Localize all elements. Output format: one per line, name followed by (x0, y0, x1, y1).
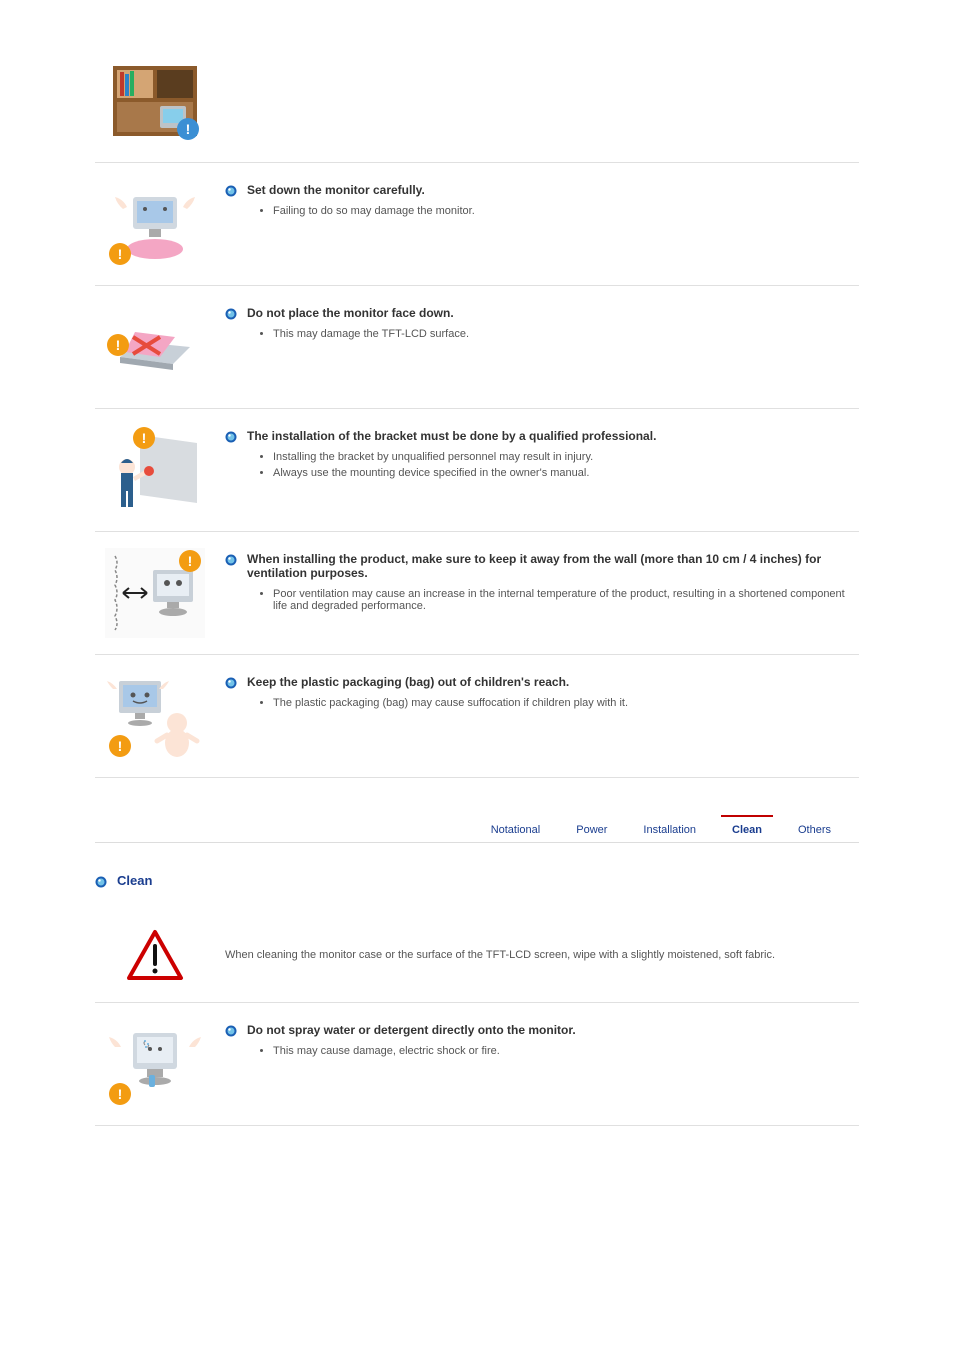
section-nav-tabs: Notational Power Installation Clean Othe… (95, 818, 859, 843)
safety-heading: Keep the plastic packaging (bag) out of … (225, 675, 859, 689)
safety-item-plastic: ! Keep the plastic packaging (bag) out o… (95, 655, 859, 778)
warning-text: When cleaning the monitor case or the su… (215, 949, 859, 961)
caution-badge-icon: ! (109, 1083, 131, 1105)
heading-text: When installing the product, make sure t… (247, 552, 859, 580)
illustration-bracket: ! (95, 425, 215, 515)
caution-badge-icon: ! (179, 550, 201, 572)
illustration-plastic: ! (95, 671, 215, 761)
heading-text: Keep the plastic packaging (bag) out of … (247, 675, 569, 689)
safety-heading: Set down the monitor carefully. (225, 183, 859, 197)
sub-list: Poor ventilation may cause an increase i… (273, 588, 859, 612)
sub-item: Installing the bracket by unqualified pe… (273, 451, 859, 463)
safety-item-facedown: ! Do not place the monitor face down. Th… (95, 286, 859, 409)
tab-installation[interactable]: Installation (625, 818, 714, 842)
safety-item-bookshelf: ! (95, 40, 859, 163)
blue-bullet-icon (225, 1025, 237, 1037)
heading-text: The installation of the bracket must be … (247, 429, 656, 443)
blue-bullet-icon (225, 677, 237, 689)
illustration-spray: ! (95, 1019, 215, 1109)
caution-badge-icon: ! (133, 427, 155, 449)
sub-item: Always use the mounting device specified… (273, 467, 859, 479)
sub-list: This may damage the TFT-LCD surface. (273, 328, 859, 340)
clean-section-header: Clean (95, 873, 859, 888)
tab-clean[interactable]: Clean (714, 818, 780, 842)
sub-item: Poor ventilation may cause an increase i… (273, 588, 859, 612)
caution-badge-icon: ! (109, 735, 131, 757)
sub-item: Failing to do so may damage the monitor. (273, 205, 859, 217)
sub-list: The plastic packaging (bag) may cause su… (273, 697, 859, 709)
sub-item: This may damage the TFT-LCD surface. (273, 328, 859, 340)
blue-bullet-icon (225, 554, 237, 566)
safety-heading: Do not spray water or detergent directly… (225, 1023, 859, 1037)
illustration-ventilation: ! (95, 548, 215, 638)
safety-item-ventilation: ! When installing the product, make sure… (95, 532, 859, 655)
safety-item-bracket: ! The installation of the bracket must b… (95, 409, 859, 532)
info-badge-icon: ! (177, 118, 199, 140)
blue-bullet-icon (225, 308, 237, 320)
safety-item-setdown: ! Set down the monitor carefully. Failin… (95, 163, 859, 286)
blue-bullet-icon (225, 185, 237, 197)
heading-text: Set down the monitor carefully. (247, 183, 425, 197)
safety-heading: Do not place the monitor face down. (225, 306, 859, 320)
section-title: Clean (117, 873, 152, 888)
sub-item: The plastic packaging (bag) may cause su… (273, 697, 859, 709)
tab-notational[interactable]: Notational (473, 818, 559, 842)
tab-others[interactable]: Others (780, 818, 849, 842)
blue-bullet-icon (225, 431, 237, 443)
illustration-bookshelf: ! (95, 56, 215, 146)
caution-badge-icon: ! (107, 334, 129, 356)
warning-triangle-icon (95, 928, 215, 982)
blue-bullet-icon (95, 876, 107, 888)
caution-badge-icon: ! (109, 243, 131, 265)
sub-list: This may cause damage, electric shock or… (273, 1045, 859, 1057)
illustration-facedown: ! (95, 302, 215, 392)
sub-list: Failing to do so may damage the monitor. (273, 205, 859, 217)
clean-warning-row: When cleaning the monitor case or the su… (95, 908, 859, 1003)
illustration-setdown: ! (95, 179, 215, 269)
sub-item: This may cause damage, electric shock or… (273, 1045, 859, 1057)
safety-text-bookshelf (215, 56, 859, 60)
tab-power[interactable]: Power (558, 818, 625, 842)
safety-item-spray: ! Do not spray water or detergent direct… (95, 1003, 859, 1126)
heading-text: Do not spray water or detergent directly… (247, 1023, 576, 1037)
heading-text: Do not place the monitor face down. (247, 306, 454, 320)
safety-heading: When installing the product, make sure t… (225, 552, 859, 580)
sub-list: Installing the bracket by unqualified pe… (273, 451, 859, 479)
safety-heading: The installation of the bracket must be … (225, 429, 859, 443)
